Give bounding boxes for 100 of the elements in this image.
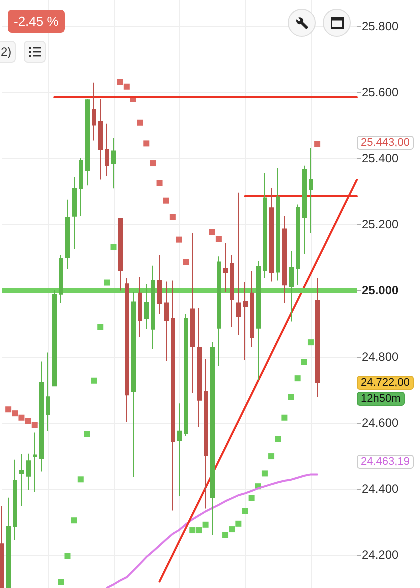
point (242, 508, 248, 514)
line-series (158, 179, 358, 583)
y-tick-label: 25.000 (362, 284, 400, 298)
point (202, 522, 209, 528)
text: 24.722,00 (357, 376, 414, 390)
point (78, 476, 84, 483)
y-tick-label: 25.400 (362, 152, 400, 166)
candlestick (0, 506, 4, 588)
candlestick (236, 192, 241, 336)
point (216, 236, 222, 242)
point (25, 418, 32, 424)
candlestick (79, 158, 83, 217)
point (308, 340, 314, 346)
point (288, 394, 294, 400)
candlestick (190, 232, 195, 394)
point (91, 378, 98, 384)
candlestick (46, 352, 50, 432)
candlestick (138, 276, 142, 338)
candlestick (39, 361, 44, 472)
candlestick (302, 165, 307, 255)
candlestick (315, 278, 320, 398)
point (294, 376, 301, 382)
y-tick-label: 25.200 (362, 218, 400, 232)
candlestick (125, 278, 129, 423)
candlestick (230, 254, 234, 328)
candlestick (26, 453, 31, 492)
candlestick (118, 218, 123, 292)
point (262, 470, 268, 477)
point (12, 410, 18, 417)
point (236, 520, 242, 527)
annotation: -2.45 % (8, 10, 65, 33)
text: 12h50m (357, 392, 405, 406)
candlestick (243, 282, 248, 361)
point (124, 84, 130, 90)
candlestick (296, 204, 300, 286)
candlestick (171, 280, 175, 512)
candlestick (223, 242, 228, 293)
candlestick (289, 250, 294, 322)
candlestick (217, 256, 221, 367)
point (196, 528, 202, 534)
point (32, 422, 38, 428)
point (110, 244, 117, 250)
point (18, 414, 25, 421)
candlestick (13, 459, 17, 541)
text: 24.463,19 (357, 455, 414, 469)
candlestick (184, 314, 188, 437)
candlestick (269, 187, 274, 282)
candlestick (164, 281, 169, 362)
y-tick-label: 25.600 (362, 85, 400, 100)
point (222, 532, 229, 538)
candlestick (33, 432, 37, 494)
candlestick (19, 454, 24, 507)
point (314, 141, 321, 148)
point (170, 214, 176, 220)
point (6, 406, 12, 413)
point (156, 180, 163, 186)
point (84, 431, 90, 438)
point (301, 359, 308, 366)
candlestick (151, 265, 155, 350)
candlestick (52, 290, 57, 387)
candlestick (92, 82, 96, 142)
point (183, 259, 190, 266)
candlestick (250, 271, 254, 348)
text: 25.443,00 (357, 136, 414, 150)
point (58, 579, 64, 586)
point (71, 518, 78, 524)
candlestick (59, 254, 63, 304)
candlestick (157, 254, 162, 315)
candlestick (98, 98, 103, 180)
candlestick (197, 308, 202, 428)
point (64, 553, 71, 560)
point (209, 229, 216, 236)
candlestick (282, 216, 287, 304)
point (190, 528, 196, 534)
candlestick (263, 172, 267, 279)
point (275, 436, 282, 442)
candlestick (65, 199, 70, 270)
candlestick (256, 260, 261, 381)
point (163, 198, 170, 204)
point (104, 280, 110, 286)
point (144, 140, 150, 147)
candlestick (177, 403, 182, 497)
candlestick (85, 98, 90, 186)
annotation: 2) (0, 41, 16, 63)
candlestick (111, 138, 116, 190)
y-tick-label: 24.600 (362, 416, 400, 430)
candlestick (6, 497, 11, 588)
y-tick-label: 24.400 (362, 482, 400, 496)
point (282, 414, 288, 421)
candlestick (210, 342, 215, 536)
y-tick-label: 24.800 (362, 350, 400, 364)
candlestick (72, 176, 77, 250)
point (176, 236, 182, 243)
point (98, 324, 104, 330)
point (268, 454, 275, 460)
point (229, 526, 236, 533)
point (150, 160, 156, 167)
point (137, 120, 144, 126)
line-series (106, 474, 319, 588)
y-tick-label: 25.800 (362, 19, 400, 34)
